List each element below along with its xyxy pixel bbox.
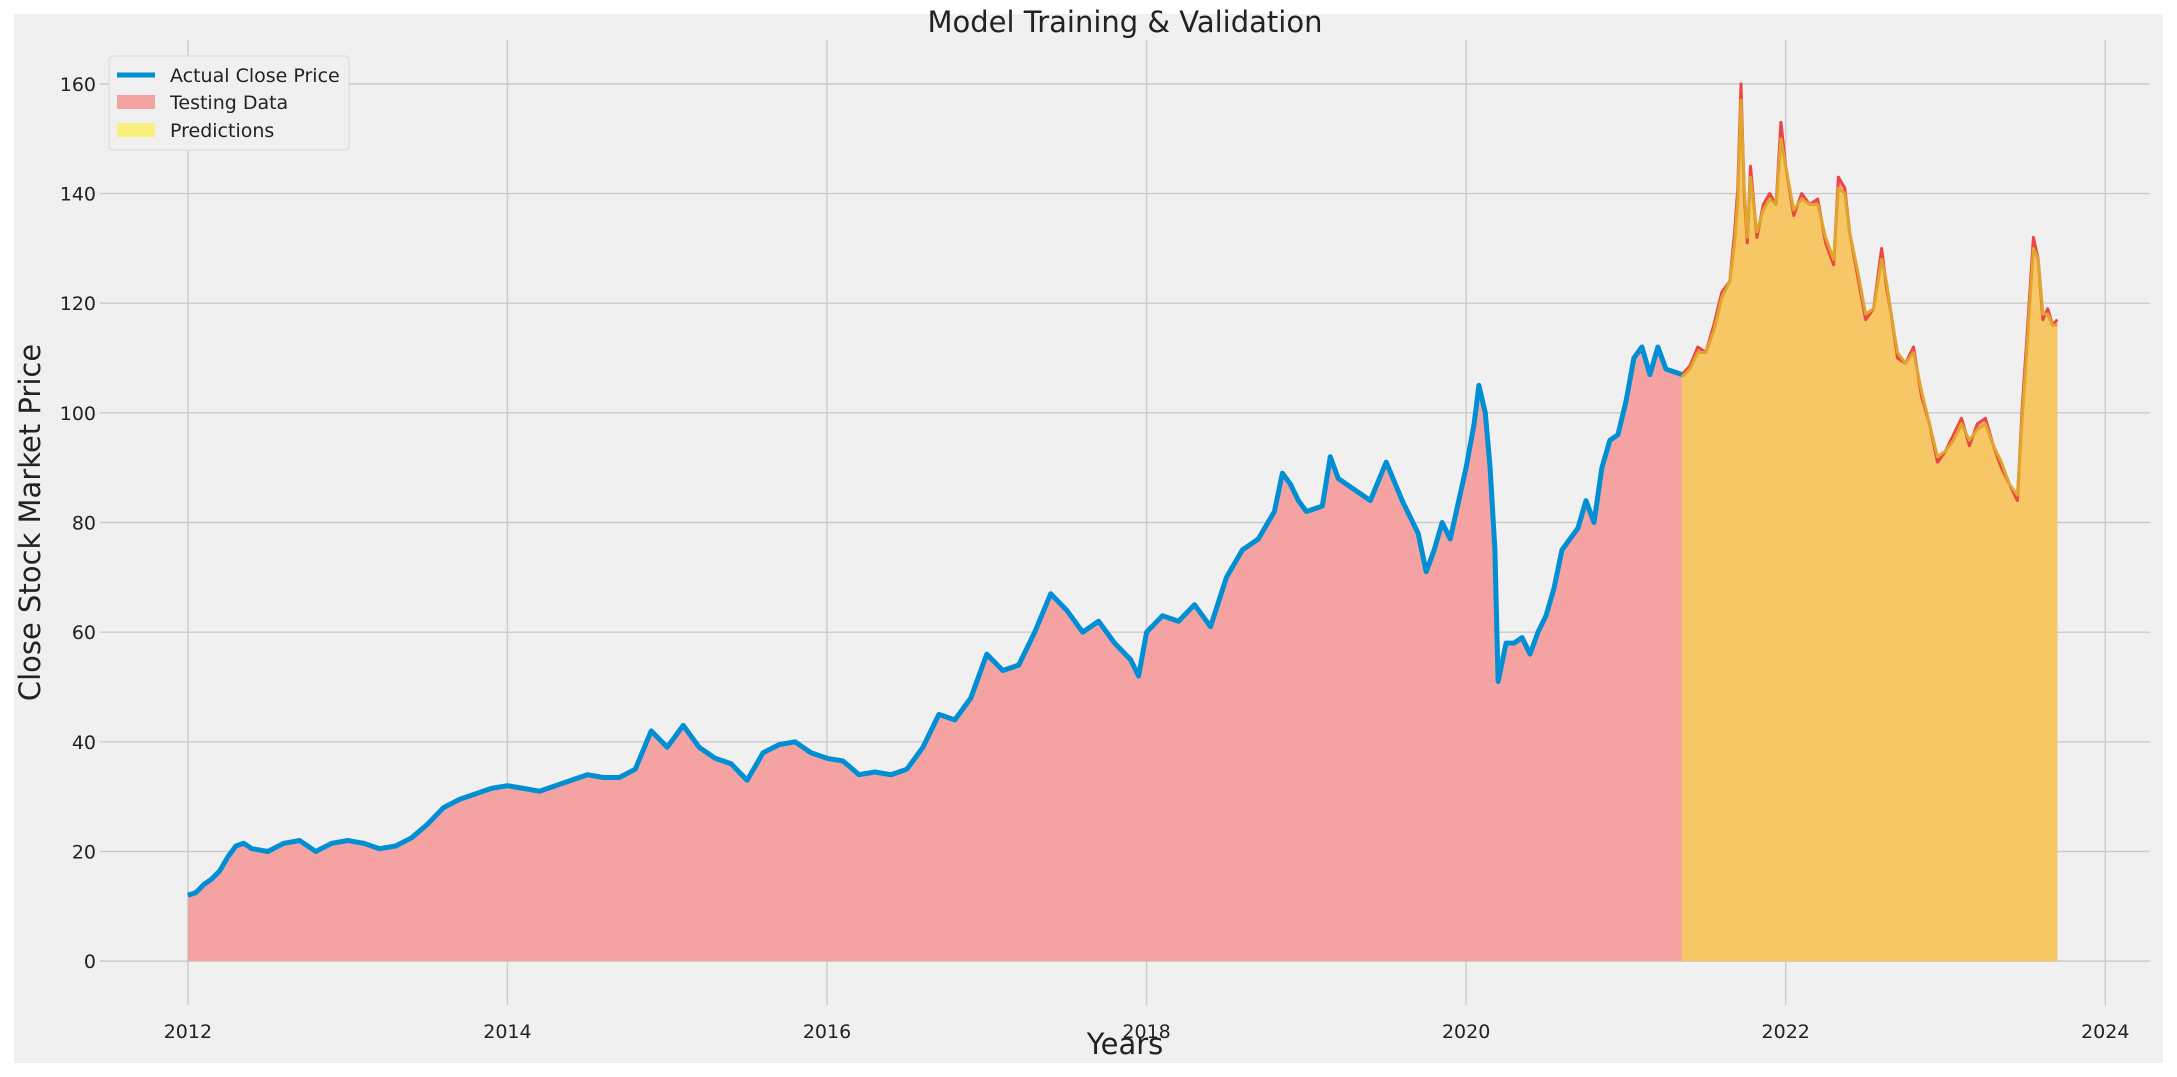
x-tick-label: 2024 <box>2081 1021 2129 1043</box>
x-tick-label: 2020 <box>1442 1021 1490 1043</box>
y-tick-label: 20 <box>72 841 96 863</box>
legend-swatch-testing <box>117 95 155 109</box>
x-tick-label: 2022 <box>1762 1021 1810 1043</box>
series-lines <box>187 82 2059 898</box>
y-tick-label: 100 <box>60 403 96 425</box>
legend-box <box>108 55 350 151</box>
predictions-line <box>1680 98 2058 497</box>
x-axis-ticks: 2012 2014 2016 2018 2020 2022 2024 <box>164 1021 2130 1043</box>
x-tick-label: 2012 <box>164 1021 212 1043</box>
predictions-area-fill <box>1681 100 2058 962</box>
legend-label-predictions: Predictions <box>170 120 274 142</box>
x-tick-label: 2018 <box>1122 1021 1170 1043</box>
chart-title: Model Training & Validation <box>928 5 1323 39</box>
legend-label-actual: Actual Close Price <box>170 65 340 87</box>
x-axis-title: Years <box>1086 1027 1164 1061</box>
legend-label-testing: Testing Data <box>169 92 288 114</box>
actual-close-price-line <box>187 344 1683 898</box>
y-tick-label: 0 <box>84 951 96 973</box>
y-tick-label: 80 <box>72 513 96 535</box>
legend: Actual Close Price Testing Data Predicti… <box>108 55 350 151</box>
area-fills <box>187 83 2058 962</box>
x-tick-label: 2016 <box>803 1021 851 1043</box>
y-tick-label: 120 <box>60 293 96 315</box>
training-area-fill <box>187 347 1682 962</box>
y-axis-title: Close Stock Market Price <box>13 344 47 701</box>
y-axis-ticks: 0 20 40 60 80 100 120 140 160 <box>60 74 96 973</box>
y-tick-label: 40 <box>72 732 96 754</box>
y-tick-label: 160 <box>60 74 96 96</box>
y-tick-label: 60 <box>72 622 96 644</box>
legend-swatch-predictions <box>117 123 155 137</box>
y-tick-label: 140 <box>60 184 96 206</box>
x-tick-label: 2014 <box>483 1021 531 1043</box>
